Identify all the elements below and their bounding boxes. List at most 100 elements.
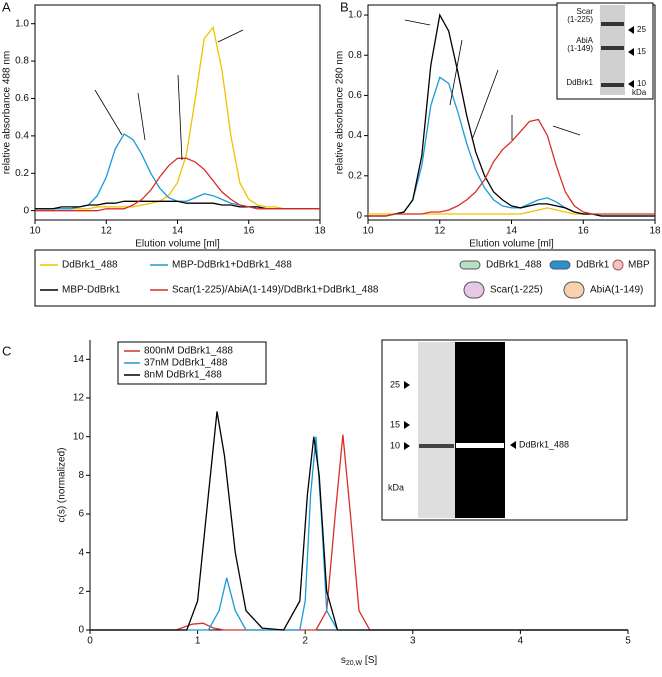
x-tick-label: 5 <box>625 636 631 647</box>
legend-label: DdBrk1_488 <box>62 260 118 271</box>
x-tick-label: 14 <box>172 226 184 237</box>
gel-label: DdBrk1 <box>566 78 593 87</box>
y-tick-label: 0.4 <box>15 131 29 142</box>
y-tick-label: 0.8 <box>348 50 362 61</box>
gel-marker <box>628 26 634 34</box>
gel-label: 10 <box>637 79 646 88</box>
x-axis-label-part: [S] <box>362 655 377 666</box>
x-axis-label: Elution volume [ml] <box>135 239 220 250</box>
series-line <box>35 25 320 210</box>
annotation-arrow <box>404 19 431 26</box>
y-tick-label: 4 <box>78 547 84 558</box>
legend-label: 800nM DdBrk1_488 <box>144 346 233 357</box>
x-axis-label: s20,W [S] <box>341 655 378 668</box>
y-tick-label: 10 <box>73 431 85 442</box>
x-tick-label: 10 <box>362 226 374 237</box>
annotation-arrow <box>94 89 123 136</box>
x-tick-label: 16 <box>243 226 255 237</box>
x-tick-label: 14 <box>506 226 518 237</box>
legend-label: Scar(1-225)/AbiA(1-149)/DdBrk1+DdBrk1_48… <box>172 285 379 296</box>
series-line <box>35 133 320 210</box>
icon <box>549 260 571 270</box>
x-tick-label: 12 <box>434 226 446 237</box>
annotation-arrow <box>217 29 244 43</box>
gel-marker <box>628 80 634 88</box>
gel-band <box>601 83 624 87</box>
x-tick-label: 3 <box>410 636 416 647</box>
panel-label: A <box>2 0 11 14</box>
icon <box>612 259 624 271</box>
x-tick-label: 18 <box>314 226 326 237</box>
gel-band <box>601 22 624 26</box>
series-line <box>368 13 655 217</box>
icon-legend-label: DdBrk1 <box>576 260 610 271</box>
series-line <box>90 436 628 631</box>
y-axis-label: c(s) (normalized) <box>57 447 68 522</box>
x-tick-label: 18 <box>649 226 661 237</box>
icon-legend-label: AbiA(1-149) <box>590 285 643 296</box>
panel-label: B <box>340 0 349 14</box>
gel-label: 25 <box>390 379 400 389</box>
gel-marker <box>404 381 410 389</box>
y-tick-label: 0 <box>23 205 29 216</box>
gel-label: 25 <box>637 25 646 34</box>
y-tick-label: 6 <box>78 509 84 520</box>
gel-band <box>601 46 624 50</box>
series-line <box>35 157 320 212</box>
y-tick-label: 0.8 <box>15 56 29 67</box>
series-line <box>90 411 628 631</box>
icon <box>563 281 585 299</box>
series-line <box>368 207 655 217</box>
y-tick-label: 14 <box>73 354 85 365</box>
annotation-arrow <box>449 39 463 106</box>
legend-label: 37nM DdBrk1_488 <box>144 358 228 369</box>
icon <box>463 281 485 299</box>
annotation-arrow <box>471 69 499 141</box>
y-tick-label: 0.2 <box>15 168 29 179</box>
legend-box <box>34 249 656 307</box>
gel-unit: kDa <box>632 88 647 97</box>
x-axis-label-part: 20,W <box>346 660 363 667</box>
gel-unit: kDa <box>388 482 404 492</box>
y-tick-label: 0.2 <box>348 170 362 181</box>
gel-image <box>455 342 505 518</box>
x-tick-label: 16 <box>578 226 590 237</box>
icon-legend-label: Scar(1-225) <box>490 285 543 296</box>
x-tick-label: 1 <box>195 636 201 647</box>
series-line <box>90 434 628 631</box>
series-line <box>368 118 655 217</box>
x-tick-label: 10 <box>29 226 41 237</box>
gel-marker <box>404 421 410 429</box>
plot-frame <box>34 4 321 221</box>
gel-band <box>456 443 504 448</box>
annotation-arrow <box>552 125 581 136</box>
legend-label: 8nM DdBrk1_488 <box>144 370 222 381</box>
gel-label: Scar <box>577 7 594 16</box>
y-tick-label: 1.0 <box>348 10 362 21</box>
y-tick-label: 0 <box>356 211 362 222</box>
x-tick-label: 2 <box>302 636 308 647</box>
y-tick-label: 1.0 <box>15 18 29 29</box>
icon-legend-label: MBP <box>628 260 650 271</box>
gel-image <box>418 342 455 518</box>
y-axis-label: relative absorbance 488 nm <box>2 51 13 174</box>
gel-label: 15 <box>637 47 646 56</box>
gel-label: 10 <box>390 440 400 450</box>
annotation-arrow <box>137 92 146 141</box>
legend-label: MBP-DdBrk1+DdBrk1_488 <box>172 260 292 271</box>
y-tick-label: 0 <box>78 625 84 636</box>
y-tick-label: 0.6 <box>348 90 362 101</box>
y-tick-label: 2 <box>78 586 84 597</box>
gel-marker <box>628 48 634 56</box>
gel-marker <box>510 441 516 449</box>
annotation-arrow <box>177 74 183 161</box>
gel-label: (1-225) <box>567 15 593 24</box>
panel-label: C <box>2 343 11 358</box>
icon <box>459 260 481 270</box>
x-tick-label: 12 <box>101 226 113 237</box>
gel-band <box>419 444 454 448</box>
x-tick-label: 4 <box>518 636 524 647</box>
icon-legend-label: DdBrk1_488 <box>486 260 542 271</box>
x-axis-label-part: s <box>341 655 346 666</box>
